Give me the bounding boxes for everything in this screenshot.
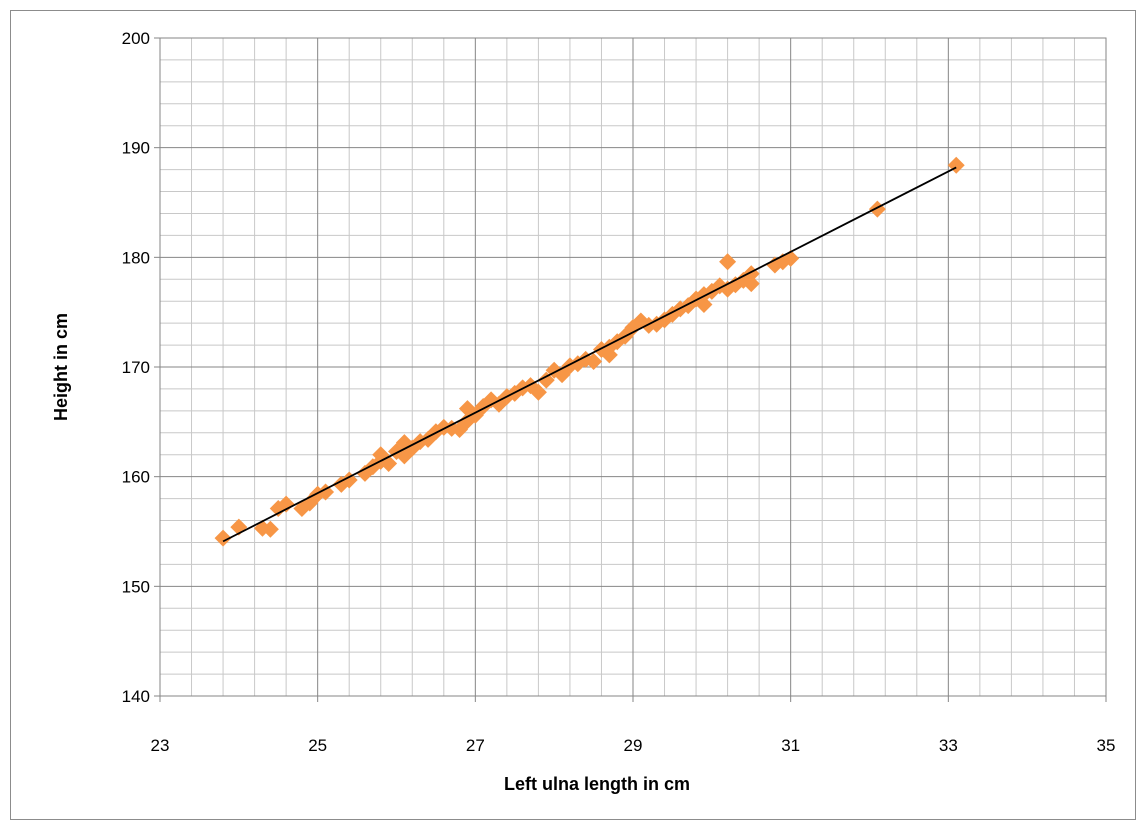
x-tick-label: 29 [624, 736, 643, 755]
x-tick-label: 35 [1097, 736, 1116, 755]
x-axis-title: Left ulna length in cm [504, 774, 690, 794]
y-tick-label: 150 [122, 577, 150, 596]
y-tick-label: 170 [122, 358, 150, 377]
data-point [529, 383, 547, 401]
data-point [600, 346, 618, 364]
data-point [277, 495, 295, 513]
trendline [222, 166, 957, 543]
y-axis-tick-labels: 140 150 160 170 180 190 200 [122, 29, 160, 706]
y-axis-title: Height in cm [51, 313, 71, 421]
data-point [742, 275, 760, 293]
data-point [537, 371, 555, 389]
x-tick-label: 31 [781, 736, 800, 755]
data-point [261, 520, 279, 538]
data-point [585, 353, 603, 371]
data-point [719, 253, 737, 271]
x-tick-label: 23 [151, 736, 170, 755]
data-point [214, 529, 232, 547]
y-tick-label: 160 [122, 468, 150, 487]
data-point [695, 295, 713, 313]
data-point [868, 200, 886, 218]
x-tick-label: 33 [939, 736, 958, 755]
y-tick-label: 200 [122, 29, 150, 48]
x-axis-tick-labels: 23 25 27 29 31 33 35 [151, 696, 1116, 755]
major-gridlines [159, 37, 1107, 697]
y-tick-label: 140 [122, 687, 150, 706]
y-tick-label: 180 [122, 248, 150, 267]
x-tick-label: 27 [466, 736, 485, 755]
x-tick-label: 25 [308, 736, 327, 755]
y-tick-label: 190 [122, 139, 150, 158]
